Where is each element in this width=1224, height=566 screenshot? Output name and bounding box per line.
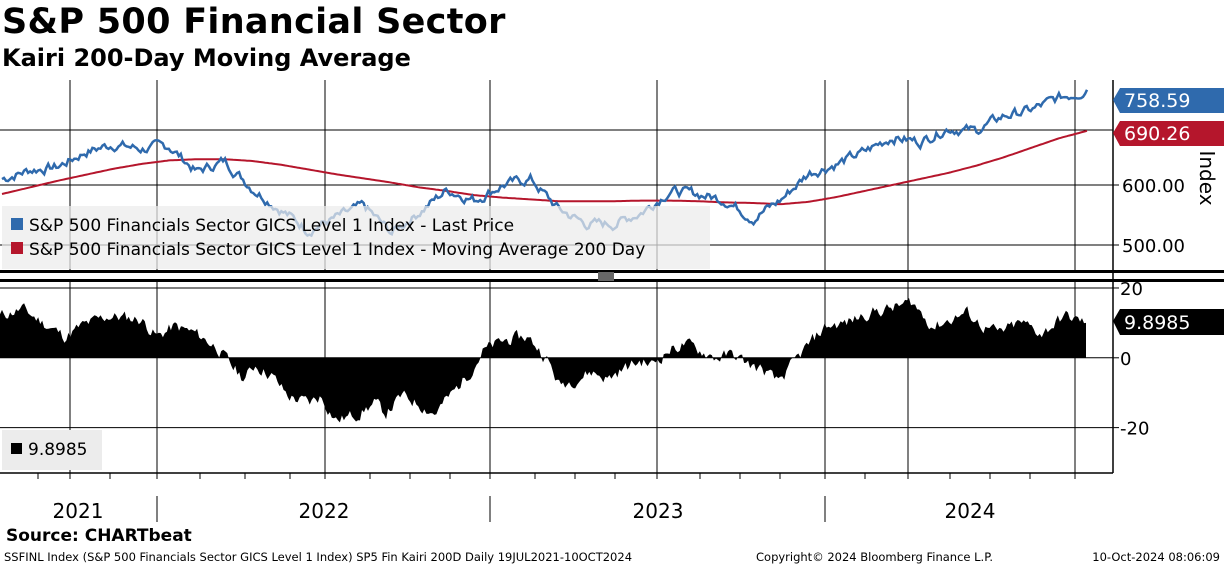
year-label-2023: 2023: [633, 499, 684, 523]
y-tick-label-lower: 20: [1120, 279, 1143, 300]
y-tick-label-upper: 600.00: [1122, 176, 1185, 197]
footer-description: SSFINL Index (S&P 500 Financials Sector …: [4, 550, 633, 564]
svg-text:758.59: 758.59: [1124, 90, 1190, 112]
y-tick-label-lower: 0: [1120, 349, 1131, 370]
grid-lines: [0, 80, 1113, 473]
year-label-2022: 2022: [299, 499, 350, 523]
svg-text:9.8985: 9.8985: [1124, 312, 1190, 334]
price-line: [1, 89, 1089, 238]
panel-divider: [0, 270, 1224, 273]
chart-subtitle: Kairi 200-Day Moving Average: [2, 44, 411, 72]
legend-price-label: S&P 500 Financials Sector GICS Level 1 I…: [29, 216, 514, 236]
source-label: Source: CHARTbeat: [6, 526, 192, 546]
legend-kairi-value: 9.8985: [28, 440, 87, 460]
footer-timestamp: 10-Oct-2024 08:06:09: [1092, 550, 1220, 564]
year-label-2024: 2024: [945, 499, 996, 523]
chart-title: S&P 500 Financial Sector: [2, 2, 506, 42]
last-price-tag: 758.59: [1113, 88, 1224, 113]
ma200-line: [1, 129, 1088, 206]
y-axis-title: Index: [1195, 150, 1219, 205]
last-kairi-tag: 9.8985: [1113, 309, 1224, 335]
kairi-panel: [0, 298, 1086, 423]
y-tick-label-upper: 500.00: [1122, 236, 1185, 257]
svg-text:690.26: 690.26: [1124, 123, 1190, 145]
price-legend: S&P 500 Financials Sector GICS Level 1 I…: [2, 206, 710, 269]
panel-resize-handle: [598, 272, 614, 281]
kairi-legend: 9.8985: [2, 430, 102, 470]
legend-ma-label: S&P 500 Financials Sector GICS Level 1 I…: [29, 240, 645, 260]
last-ma-tag: 690.26: [1113, 121, 1224, 146]
footer-copyright: Copyright© 2024 Bloomberg Finance L.P.: [756, 550, 993, 564]
price-panel: [1, 89, 1089, 238]
y-tick-labels: 500.00 600.00 20 0 -20: [1113, 176, 1185, 440]
axes: [0, 80, 1224, 522]
kairi-bars: [0, 298, 1086, 423]
year-label-2021: 2021: [53, 499, 104, 523]
y-tick-label-lower: -20: [1120, 419, 1149, 440]
